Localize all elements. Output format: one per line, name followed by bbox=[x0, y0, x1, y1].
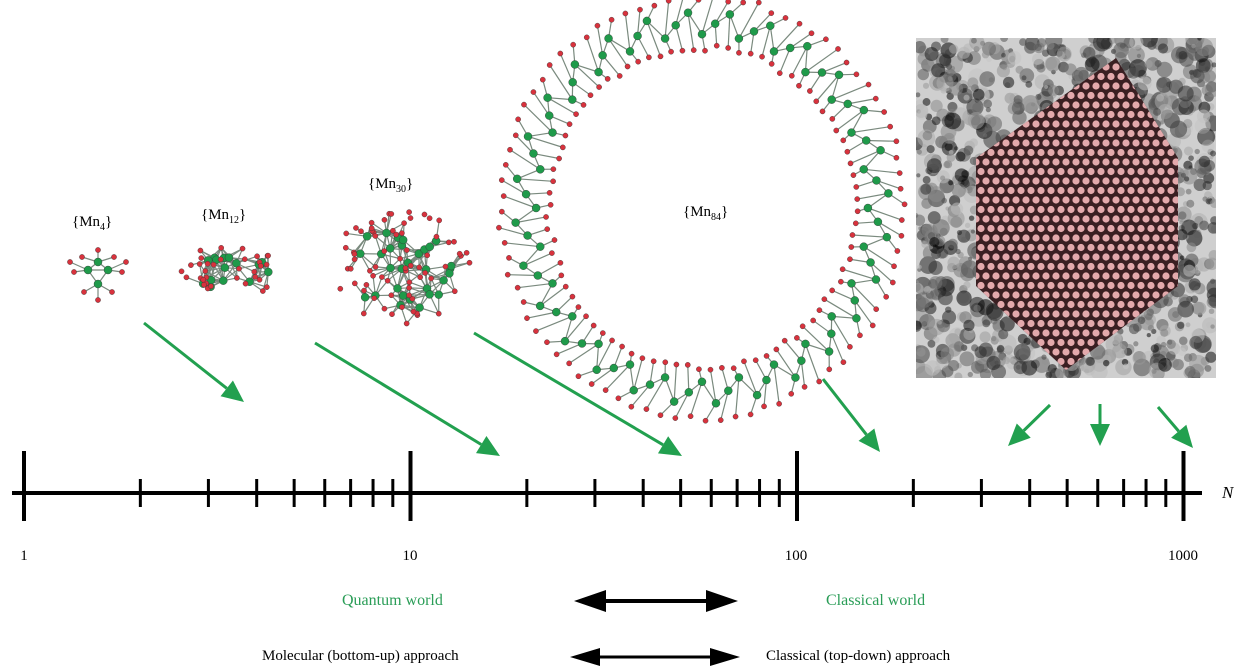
green-arrow-head bbox=[657, 436, 682, 456]
tick-label-1000: 1000 bbox=[1168, 548, 1198, 564]
classical-world-label: Classical world bbox=[826, 592, 926, 609]
tick-label-100: 100 bbox=[784, 548, 808, 564]
label-mn30: {Mn30} bbox=[368, 176, 414, 195]
tick-label-1: 1 bbox=[20, 548, 28, 564]
green-arrow-shaft bbox=[143, 321, 228, 390]
green-arrow-head bbox=[476, 435, 500, 456]
mn30-cluster-structure bbox=[337, 209, 473, 327]
label-mn4: {Mn4} bbox=[72, 214, 113, 233]
green-arrow-shaft bbox=[821, 378, 868, 436]
green-arrow-shaft bbox=[1022, 403, 1052, 432]
mn84-ring-structure bbox=[496, 0, 908, 424]
approach-double-arrow bbox=[570, 648, 740, 666]
molecular-approach-label: Molecular (bottom-up) approach bbox=[262, 648, 459, 664]
quantum-world-label: Quantum world bbox=[342, 592, 443, 609]
mn12-cluster-structure bbox=[178, 245, 273, 294]
tick-label-10: 10 bbox=[402, 548, 418, 564]
green-arrows bbox=[143, 321, 1193, 456]
green-arrow-head bbox=[858, 428, 880, 452]
classical-approach-label: Classical (top-down) approach bbox=[766, 648, 951, 664]
nanoparticle-micrograph bbox=[916, 38, 1216, 378]
green-arrow-shaft bbox=[473, 331, 664, 447]
mn4-cluster-structure bbox=[67, 247, 129, 303]
green-arrow-shaft bbox=[314, 341, 483, 446]
axis-variable-label: N bbox=[1222, 483, 1234, 502]
green-arrow-head bbox=[1090, 424, 1110, 446]
green-arrow-head bbox=[1171, 424, 1193, 448]
log-axis bbox=[12, 451, 1202, 521]
green-arrow-head bbox=[220, 380, 244, 402]
label-mn84: {Mn84} bbox=[683, 204, 729, 223]
green-arrow-shaft bbox=[1156, 406, 1180, 433]
label-mn12: {Mn12} bbox=[201, 207, 247, 226]
green-arrow-head bbox=[1008, 423, 1031, 446]
quantum-classical-double-arrow bbox=[574, 590, 738, 612]
